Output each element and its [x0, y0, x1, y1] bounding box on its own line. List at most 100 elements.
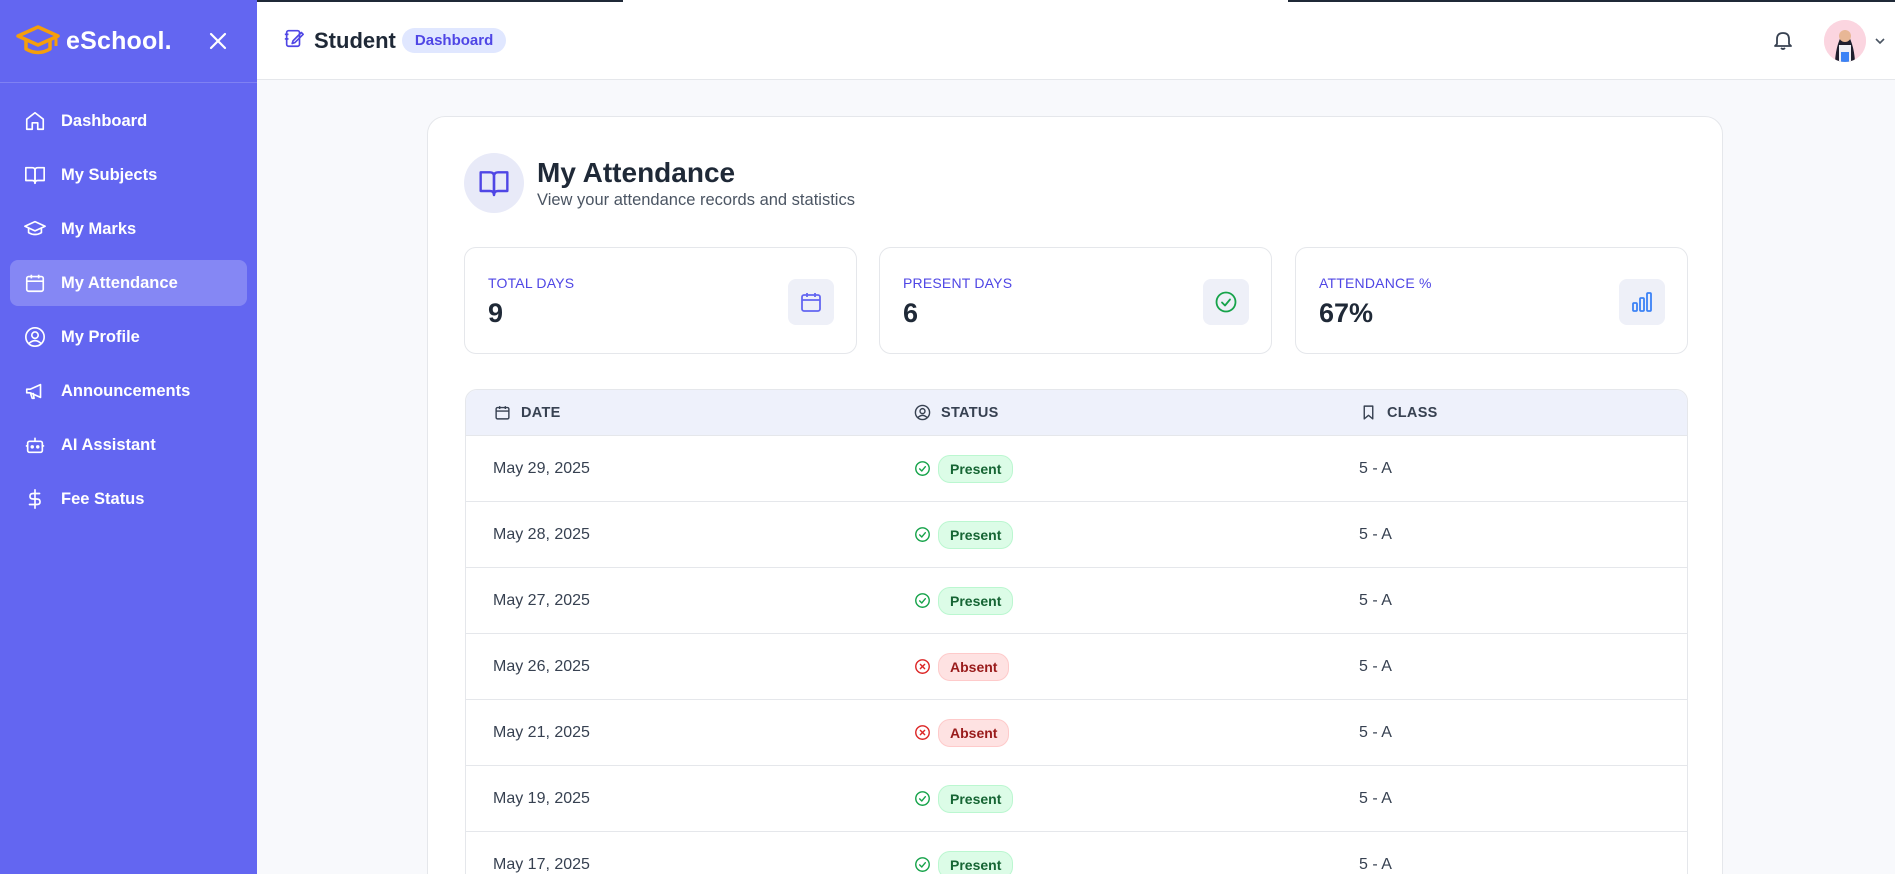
cell-date: May 28, 2025 [493, 525, 590, 543]
status-badge: Absent [938, 652, 1010, 681]
check-circle-icon [913, 856, 931, 874]
header-title-group: Student Dashboard [283, 26, 507, 55]
stat-attendance-percent: ATTENDANCE % 67% [1295, 247, 1688, 354]
cell-date: May 26, 2025 [493, 657, 590, 675]
sidebar-item-label: Dashboard [61, 111, 148, 130]
cell-date: May 17, 2025 [493, 855, 590, 873]
status-badge: Present [938, 586, 1014, 615]
notifications-button[interactable] [1771, 28, 1795, 52]
book-icon [23, 163, 47, 187]
top-progress-line [257, 0, 623, 2]
table-row: May 27, 2025 Present 5 - A [466, 568, 1687, 634]
brand: eSchool. [0, 0, 257, 83]
cell-status: Present [913, 784, 1014, 813]
stat-label: ATTENDANCE % [1319, 275, 1432, 291]
stat-value: 9 [488, 298, 504, 328]
stat-value: 67% [1319, 298, 1374, 328]
cell-class: 5 - A [1359, 459, 1392, 477]
sidebar-item-my-marks[interactable]: My Marks [10, 206, 247, 252]
avatar[interactable] [1824, 20, 1866, 62]
header-badge: Dashboard [401, 28, 507, 53]
table-row: May 26, 2025 Absent 5 - A [466, 634, 1687, 700]
book-open-icon [464, 153, 524, 213]
cell-status: Absent [913, 652, 1010, 681]
top-progress-line [1288, 0, 1895, 2]
user-circle-icon [913, 404, 931, 422]
cell-class: 5 - A [1359, 525, 1392, 543]
x-circle-icon [913, 724, 931, 742]
table-row: May 21, 2025 Absent 5 - A [466, 700, 1687, 766]
chevron-down-icon [1875, 38, 1885, 45]
user-avatar-icon [1824, 20, 1866, 62]
sidebar-item-my-subjects[interactable]: My Subjects [10, 152, 247, 198]
cell-status: Present [913, 586, 1014, 615]
cell-status: Present [913, 850, 1014, 874]
top-bar: Student Dashboard [257, 0, 1895, 80]
stat-value: 6 [903, 298, 919, 328]
bar-chart-icon [1619, 279, 1665, 325]
sidebar: eSchool. Dashboard My Subjects My Marks [0, 0, 257, 874]
bookmark-icon [1359, 404, 1377, 422]
close-icon [209, 32, 227, 50]
sidebar-item-my-attendance[interactable]: My Attendance [10, 260, 247, 306]
cell-date: May 29, 2025 [493, 459, 590, 477]
column-header-class: CLASS [1359, 404, 1438, 422]
sidebar-item-ai-assistant[interactable]: AI Assistant [10, 422, 247, 468]
cell-status: Present [913, 454, 1014, 483]
status-badge: Present [938, 850, 1014, 874]
table-body: May 29, 2025 Present 5 - A May 28, 2025 Pres… [466, 436, 1687, 874]
check-circle-icon [913, 592, 931, 610]
table-row: May 29, 2025 Present 5 - A [466, 436, 1687, 502]
status-badge: Present [938, 454, 1014, 483]
cell-class: 5 - A [1359, 855, 1392, 873]
cell-class: 5 - A [1359, 723, 1392, 741]
sidebar-item-label: My Attendance [61, 273, 178, 292]
stat-label: PRESENT DAYS [903, 275, 1013, 291]
header-title: Student [314, 27, 396, 53]
check-circle-icon [913, 790, 931, 808]
cell-date: May 19, 2025 [493, 789, 590, 807]
home-icon [23, 109, 47, 133]
sidebar-item-dashboard[interactable]: Dashboard [10, 98, 247, 144]
megaphone-icon [23, 379, 47, 403]
calendar-icon [493, 404, 511, 422]
sidebar-item-fee-status[interactable]: Fee Status [10, 476, 247, 522]
sidebar-item-label: Fee Status [61, 489, 145, 508]
status-badge: Present [938, 520, 1014, 549]
x-circle-icon [913, 658, 931, 676]
table-row: May 19, 2025 Present 5 - A [466, 766, 1687, 832]
close-sidebar-button[interactable] [205, 28, 231, 54]
column-header-status: STATUS [913, 404, 999, 422]
cell-date: May 27, 2025 [493, 591, 590, 609]
cell-date: May 21, 2025 [493, 723, 590, 741]
table-row: May 17, 2025 Present 5 - A [466, 832, 1687, 874]
graduation-cap-logo-icon [16, 24, 60, 58]
profile-menu-toggle[interactable] [1873, 34, 1887, 48]
bell-icon [1774, 32, 1792, 50]
cell-class: 5 - A [1359, 657, 1392, 675]
graduation-cap-icon [23, 217, 47, 241]
sidebar-item-my-profile[interactable]: My Profile [10, 314, 247, 360]
attendance-card: My Attendance View your attendance recor… [427, 116, 1723, 874]
sidebar-item-label: AI Assistant [61, 435, 156, 454]
attendance-table: DATE STATUS CLASS May 29, 2025 Present 5 -… [465, 389, 1688, 874]
bot-icon [23, 433, 47, 457]
status-badge: Present [938, 784, 1014, 813]
user-circle-icon [23, 325, 47, 349]
dollar-icon [23, 487, 47, 511]
table-header: DATE STATUS CLASS [466, 390, 1687, 436]
sidebar-item-label: My Profile [61, 327, 140, 346]
sidebar-nav: Dashboard My Subjects My Marks My Attend… [0, 83, 257, 522]
stat-label: TOTAL DAYS [488, 275, 575, 291]
stat-present-days: PRESENT DAYS 6 [879, 247, 1272, 354]
sidebar-item-announcements[interactable]: Announcements [10, 368, 247, 414]
sidebar-item-label: My Subjects [61, 165, 158, 184]
cell-status: Present [913, 520, 1014, 549]
calendar-icon [23, 271, 47, 295]
edit-notebook-icon [283, 26, 305, 55]
status-badge: Absent [938, 718, 1010, 747]
column-header-date: DATE [493, 404, 561, 422]
cell-class: 5 - A [1359, 789, 1392, 807]
check-circle-icon [913, 460, 931, 478]
sidebar-item-label: Announcements [61, 381, 191, 400]
